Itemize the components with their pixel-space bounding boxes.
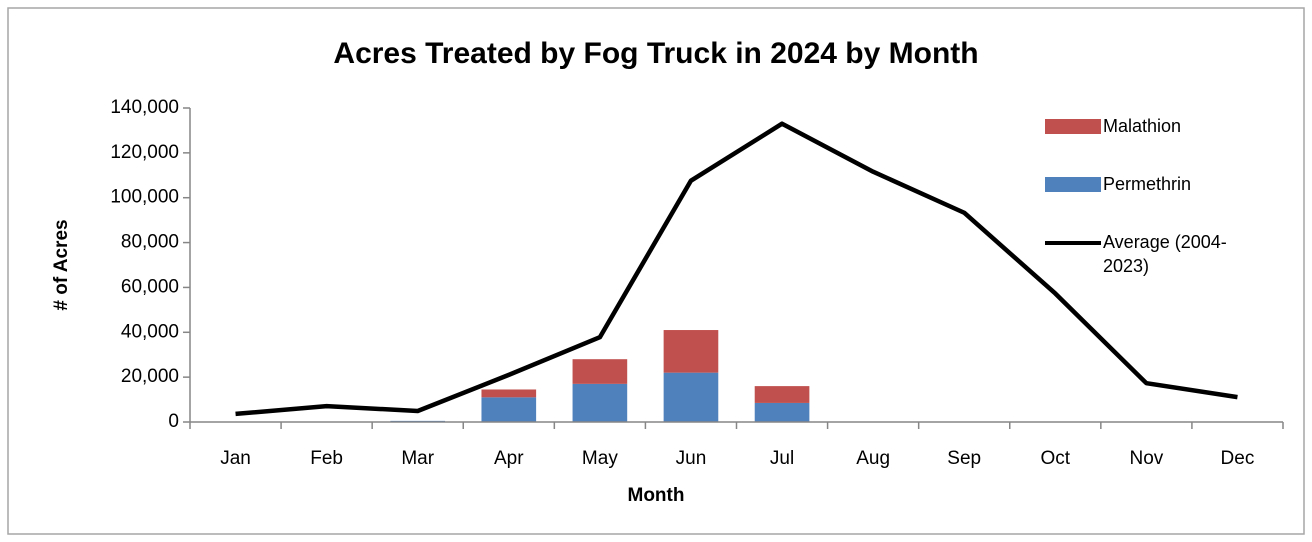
legend-label: Malathion <box>1103 116 1182 136</box>
x-tick-label: Oct <box>1041 448 1071 469</box>
y-tick-label: 20,000 <box>121 366 179 387</box>
y-tick-label: 80,000 <box>121 232 179 253</box>
x-tick-label: Feb <box>310 448 343 469</box>
bar <box>572 383 628 422</box>
chart-title: Acres Treated by Fog Truck in 2024 by Mo… <box>333 37 978 70</box>
y-tick-label: 100,000 <box>110 187 179 208</box>
x-tick-label: Aug <box>856 448 890 469</box>
x-tick-label: Jan <box>220 448 251 469</box>
x-tick-label: Nov <box>1129 448 1163 469</box>
x-tick-label: Jun <box>676 448 707 469</box>
legend-swatch <box>1045 177 1101 192</box>
legend-label: Permethrin <box>1103 174 1192 194</box>
bar <box>572 359 628 384</box>
legend-swatch <box>1045 119 1101 134</box>
bar <box>754 386 810 403</box>
y-tick-label: 120,000 <box>110 142 179 163</box>
line-series <box>235 121 1238 417</box>
x-tick-label: May <box>582 448 618 469</box>
bar <box>754 402 810 422</box>
x-tick-label: Sep <box>947 448 981 469</box>
legend-item: Permethrin <box>1045 170 1285 228</box>
bar <box>663 330 719 373</box>
y-tick-label: 140,000 <box>110 97 179 118</box>
legend: Malathion Permethrin Average (2004-2023) <box>1045 112 1285 286</box>
y-tick-label: 0 <box>168 411 179 432</box>
x-tick-label: Jul <box>770 448 794 469</box>
legend-swatch <box>1045 241 1101 245</box>
bar <box>481 397 537 422</box>
chart-border <box>7 7 1305 535</box>
x-tick-label: Apr <box>494 448 524 469</box>
y-tick-label: 60,000 <box>121 276 179 297</box>
bar <box>663 372 719 422</box>
x-tick-label: Dec <box>1221 448 1255 469</box>
legend-item: Malathion <box>1045 112 1285 170</box>
y-tick-label: 40,000 <box>121 321 179 342</box>
legend-label: Average (2004-2023) <box>1103 232 1227 276</box>
bar <box>481 389 537 398</box>
legend-item: Average (2004-2023) <box>1045 228 1285 286</box>
x-tick-label: Mar <box>401 448 434 469</box>
x-axis-label: Month <box>628 485 685 506</box>
y-axis-label: # of Acres <box>51 219 72 310</box>
